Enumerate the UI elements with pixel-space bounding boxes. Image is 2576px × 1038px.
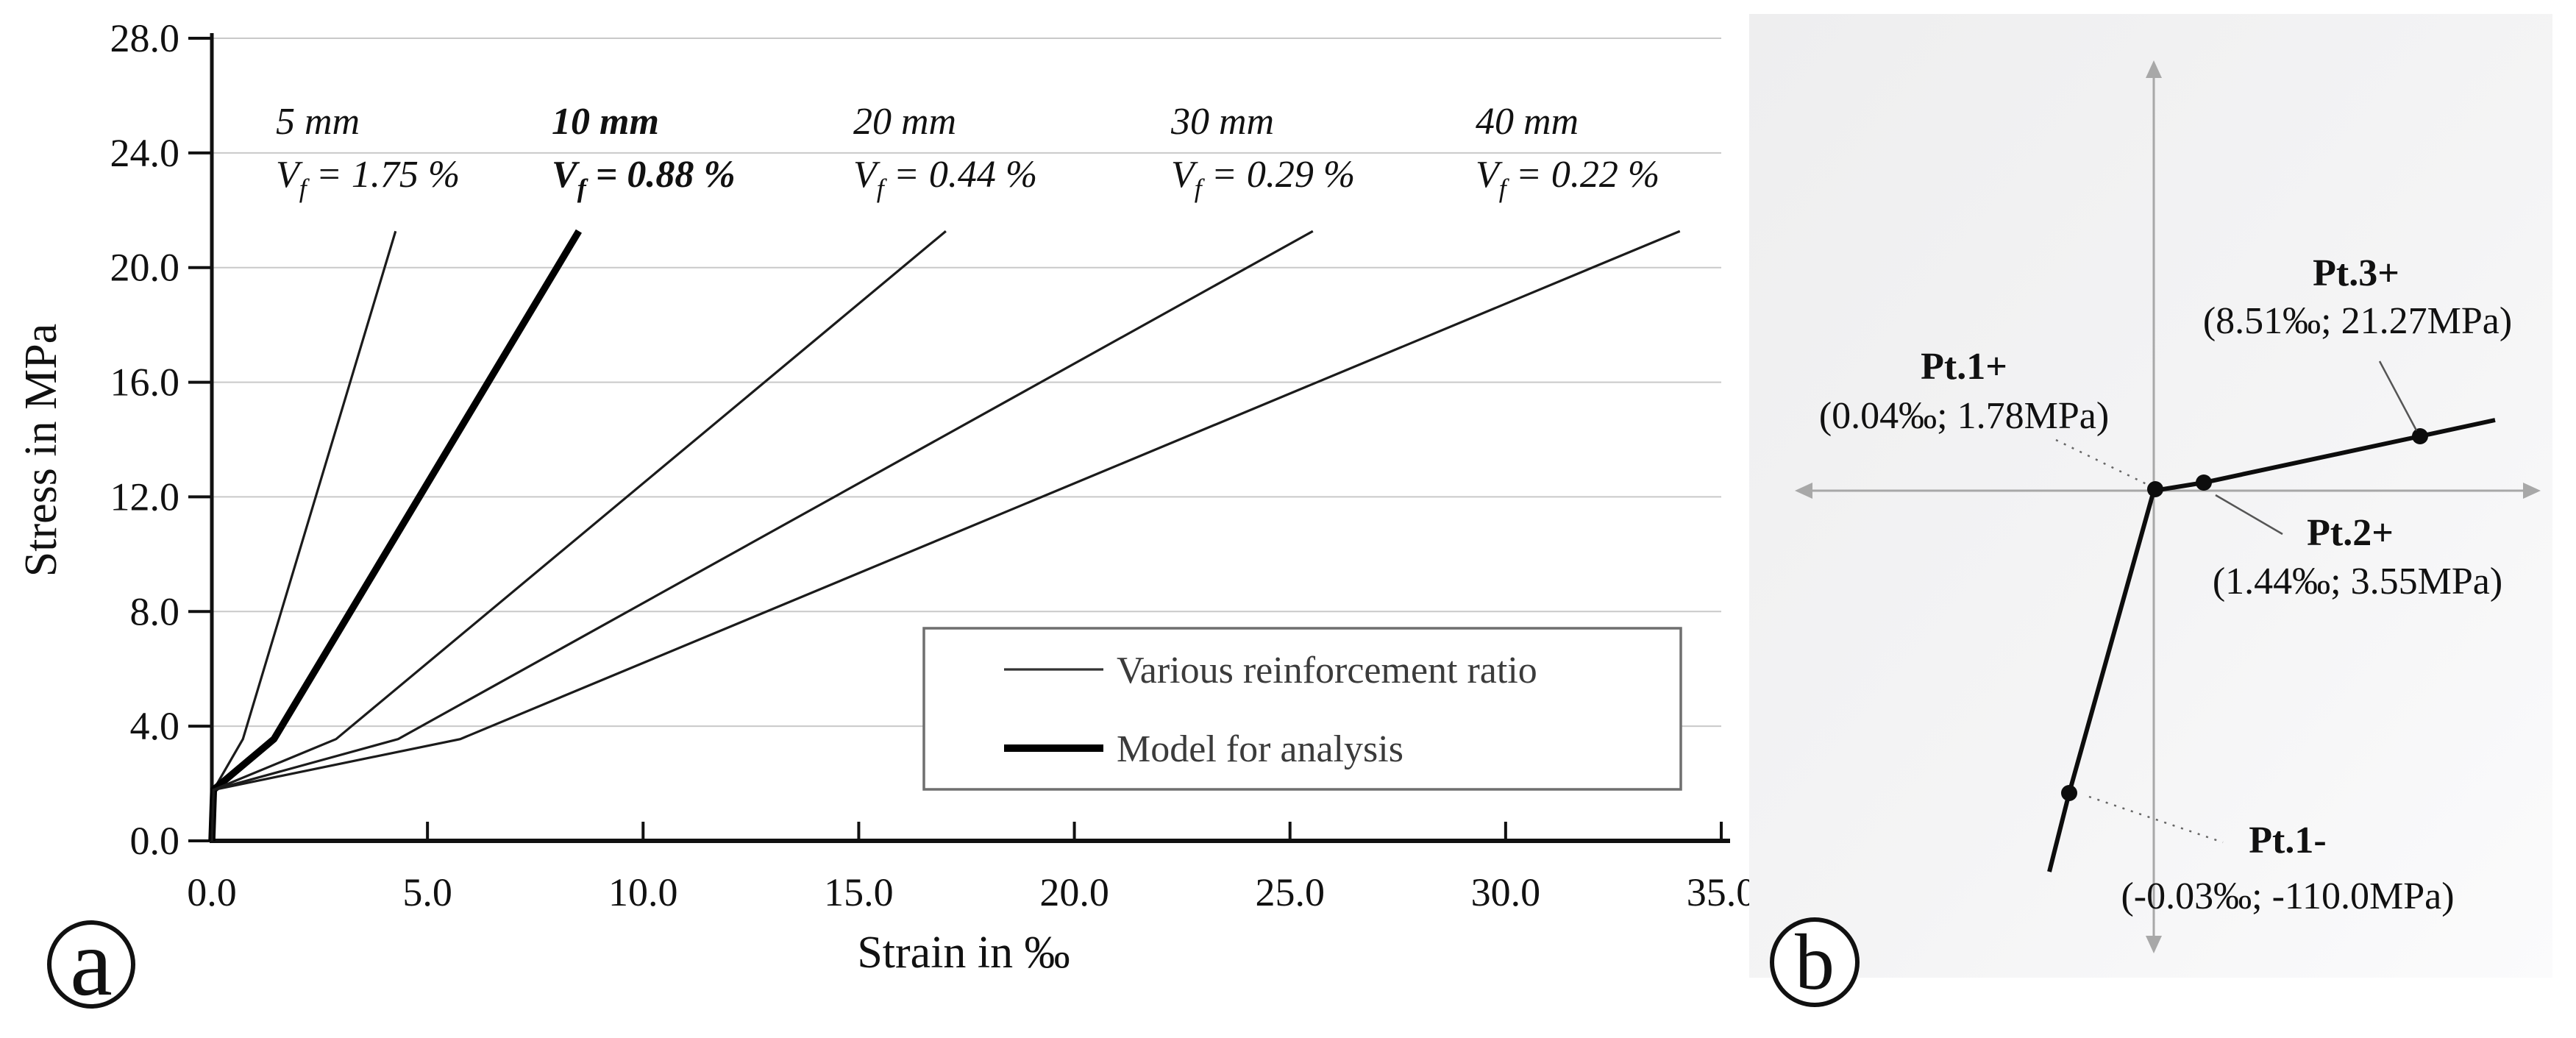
x-tick-label: 30.0 [1471, 870, 1541, 914]
annotation-40mm: 40 mm Vf = 0.22 % [1476, 101, 1659, 203]
axis-arrow-right-icon [2523, 483, 2541, 499]
axis-arrow-down-icon [2146, 936, 2162, 953]
panel-b-diagram: Pt.1+ (0.04‰; 1.78MPa) Pt.3+ (8.51‰; 21.… [1749, 14, 2552, 1007]
point-pt1-plus [2147, 481, 2163, 497]
annotation-spacing-label: 5 mm [276, 101, 360, 143]
x-tick-label: 35.0 [1687, 870, 1757, 914]
series-line-40mm [210, 230, 1681, 842]
gridlines [212, 38, 1721, 728]
legend-entry-model: Model for analysis [1117, 728, 1403, 770]
point-pt3-plus [2412, 428, 2428, 444]
axis-ticks: 0.0 4.0 8.0 12.0 16.0 20.0 24.0 28.0 0.0 5.0 10.0 1… [110, 16, 1757, 914]
annotation-vf-label: Vf = 1.75 % [276, 154, 460, 203]
pt2-plus-name: Pt.2+ [2307, 512, 2394, 554]
legend-entry-various: Various reinforcement ratio [1117, 650, 1537, 692]
axis-arrow-left-icon [1795, 483, 1812, 499]
pt3-plus-name: Pt.3+ [2313, 252, 2399, 294]
y-axis-title: Stress in MPa [16, 324, 66, 577]
annotation-spacing-label: 20 mm [853, 101, 956, 143]
y-tick-label: 28.0 [110, 16, 180, 60]
model-curve [2047, 418, 2496, 872]
series-line-10mm [208, 229, 583, 842]
panel-a-circle [47, 920, 135, 1009]
annotation-30mm: 30 mm Vf = 0.29 % [1170, 101, 1355, 203]
panel-b-letter: b [1795, 919, 1835, 1006]
data-series [208, 229, 1681, 842]
y-tick-label: 8.0 [130, 589, 180, 633]
pt2-plus-coords: (1.44‰; 3.55MPa) [2213, 561, 2502, 602]
panel-a-chart: 0.0 4.0 8.0 12.0 16.0 20.0 24.0 28.0 0.0 5.0 10.0 1… [16, 16, 1756, 1016]
pt1-minus-name: Pt.1- [2249, 820, 2326, 861]
panel-a-label: a [47, 910, 135, 1016]
leader-pt1-minus [2088, 795, 2224, 844]
x-tick-label: 20.0 [1039, 870, 1109, 914]
annotation-vf-label: Vf = 0.29 % [1171, 154, 1355, 203]
pt3-plus-coords: (8.51‰; 21.27MPa) [2203, 300, 2512, 342]
x-tick-label: 5.0 [402, 870, 452, 914]
point-pt1-minus [2061, 785, 2077, 801]
series-annotations: 5 mm Vf = 1.75 % 10 mm Vf = 0.88 % 20 mm Vf =… [276, 101, 1659, 203]
y-tick-label: 0.0 [130, 819, 180, 863]
y-tick-label: 24.0 [110, 131, 180, 175]
annotation-vf-label: Vf = 0.44 % [853, 154, 1037, 203]
y-tick-label: 4.0 [130, 704, 180, 748]
pt1-plus-name: Pt.1+ [1921, 346, 2007, 388]
leader-pt3-plus [2378, 360, 2418, 431]
y-tick-label: 16.0 [110, 360, 180, 405]
annotation-spacing-label: 30 mm [1170, 101, 1274, 143]
legend: Various reinforcement ratio Model for an… [922, 627, 1682, 791]
legend-box [922, 627, 1682, 791]
y-tick-label: 12.0 [110, 474, 180, 519]
annotation-vf-label: Vf = 0.22 % [1476, 154, 1659, 203]
series-line-20mm [210, 230, 947, 842]
annotation-20mm: 20 mm Vf = 0.44 % [853, 101, 1037, 203]
x-tick-label: 10.0 [608, 870, 678, 914]
y-tick-label: 20.0 [110, 246, 180, 290]
panel-a-letter: a [70, 910, 113, 1016]
pt1-plus-coords: (0.04‰; 1.78MPa) [1819, 395, 2109, 437]
x-tick-label: 0.0 [187, 870, 237, 914]
axis-arrow-up-icon [2146, 60, 2162, 78]
pt1-minus-coords: (-0.03‰; -110.0MPa) [2121, 875, 2454, 917]
annotation-spacing-label: 40 mm [1476, 101, 1579, 143]
annotation-10mm: 10 mm Vf = 0.88 % [552, 101, 736, 203]
x-tick-label: 25.0 [1255, 870, 1325, 914]
annotation-spacing-label: 10 mm [552, 101, 659, 143]
annotation-vf-label: Vf = 0.88 % [552, 154, 736, 203]
panel-b-circle [1770, 917, 1860, 1007]
x-tick-label: 15.0 [824, 870, 894, 914]
leader-pt2-plus [2215, 494, 2283, 536]
series-line-5mm [210, 230, 397, 842]
panel-b-label: b [1770, 917, 1860, 1007]
x-axis-title: Strain in ‰ [857, 928, 1070, 978]
annotation-5mm: 5 mm Vf = 1.75 % [276, 101, 460, 203]
point-pt2-plus [2196, 474, 2212, 491]
